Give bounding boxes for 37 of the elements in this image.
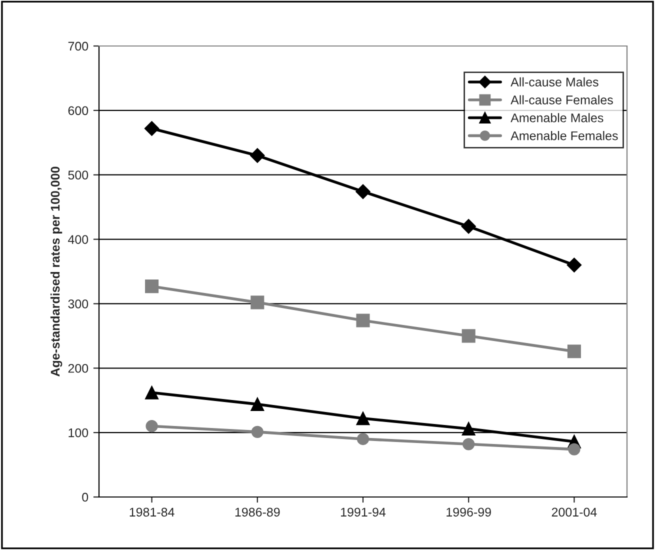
point bbox=[462, 422, 476, 436]
point bbox=[250, 397, 264, 411]
point bbox=[144, 121, 160, 136]
point bbox=[567, 344, 581, 358]
point bbox=[356, 314, 370, 328]
legend-label: Amenable Females bbox=[510, 131, 618, 140]
legend-label: Amenable Males bbox=[510, 113, 604, 122]
point bbox=[462, 438, 475, 450]
y-tick-label: 200 bbox=[68, 364, 88, 373]
y-tick-label: 100 bbox=[68, 428, 88, 438]
x-tick-label: 1981-84 bbox=[130, 508, 174, 517]
legend-label: All-cause Males bbox=[510, 77, 598, 86]
point bbox=[356, 412, 370, 426]
point bbox=[146, 420, 158, 432]
y-tick-label: 700 bbox=[68, 42, 88, 51]
y-tick-label: 400 bbox=[68, 235, 88, 244]
x-tick-label: 1991-94 bbox=[341, 508, 386, 517]
x-tick-label: 1986-89 bbox=[235, 508, 280, 517]
y-tick-label: 300 bbox=[68, 300, 88, 308]
point bbox=[145, 280, 159, 294]
point bbox=[250, 148, 265, 163]
point bbox=[462, 329, 476, 343]
point bbox=[566, 258, 582, 272]
point bbox=[461, 219, 476, 234]
point bbox=[568, 443, 580, 456]
x-tick-label: 1996-99 bbox=[446, 508, 491, 517]
x-tick-label: 2001-04 bbox=[552, 508, 597, 517]
point bbox=[356, 432, 370, 446]
point bbox=[251, 426, 264, 438]
y-tick-label: 0 bbox=[82, 492, 88, 502]
y-axis-title: Age-standardised rates per 100,000 bbox=[50, 166, 62, 376]
y-tick-label: 600 bbox=[68, 106, 88, 116]
y-tick-label: 500 bbox=[68, 170, 88, 180]
legend-label: All-cause Females bbox=[510, 95, 613, 104]
point bbox=[250, 296, 264, 310]
point bbox=[145, 386, 159, 400]
point bbox=[356, 184, 370, 200]
